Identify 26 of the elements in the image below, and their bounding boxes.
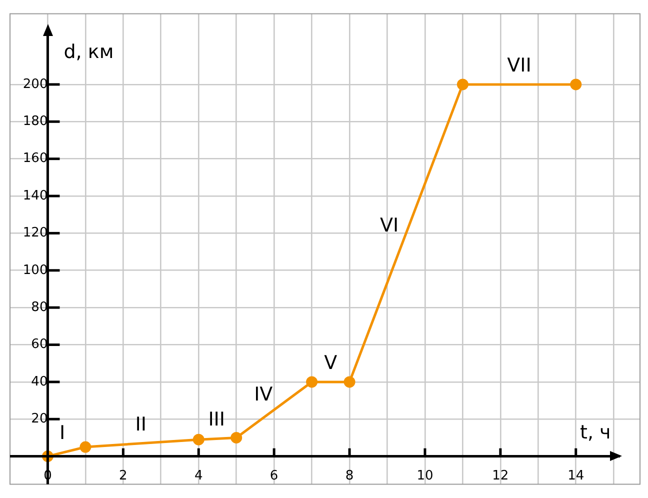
annotation: IV [254,383,273,406]
y-tick-label: 60 [31,337,48,352]
y-tick-label: 100 [22,262,48,278]
x-tick-label: 10 [416,468,434,484]
y-tick-label: 140 [22,188,48,204]
y-tick-label: 180 [22,114,48,130]
annotation: V [324,352,338,374]
annotation: VII [507,54,532,76]
y-tick-label: 200 [22,76,48,92]
x-axis-title: t, ч [580,421,611,444]
x-tick-label: 2 [119,468,128,484]
x-tick-label: 14 [568,468,584,484]
annotation: II [135,413,146,436]
x-tick-label: 12 [492,468,509,484]
y-tick-label: 120 [22,226,48,241]
annotation: III [208,408,226,431]
annotation: I [59,422,66,444]
y-axis-title: d, км [64,40,114,63]
x-tick-label: 8 [345,468,354,484]
annotation: VI [380,214,399,237]
y-tick-label: 40 [31,374,48,390]
y-tick-label: 80 [31,300,48,315]
y-tick-label: 160 [22,151,48,166]
x-tick-label: 4 [194,468,203,484]
x-tick-label: 6 [270,468,278,484]
y-tick-label: 20 [31,412,48,426]
